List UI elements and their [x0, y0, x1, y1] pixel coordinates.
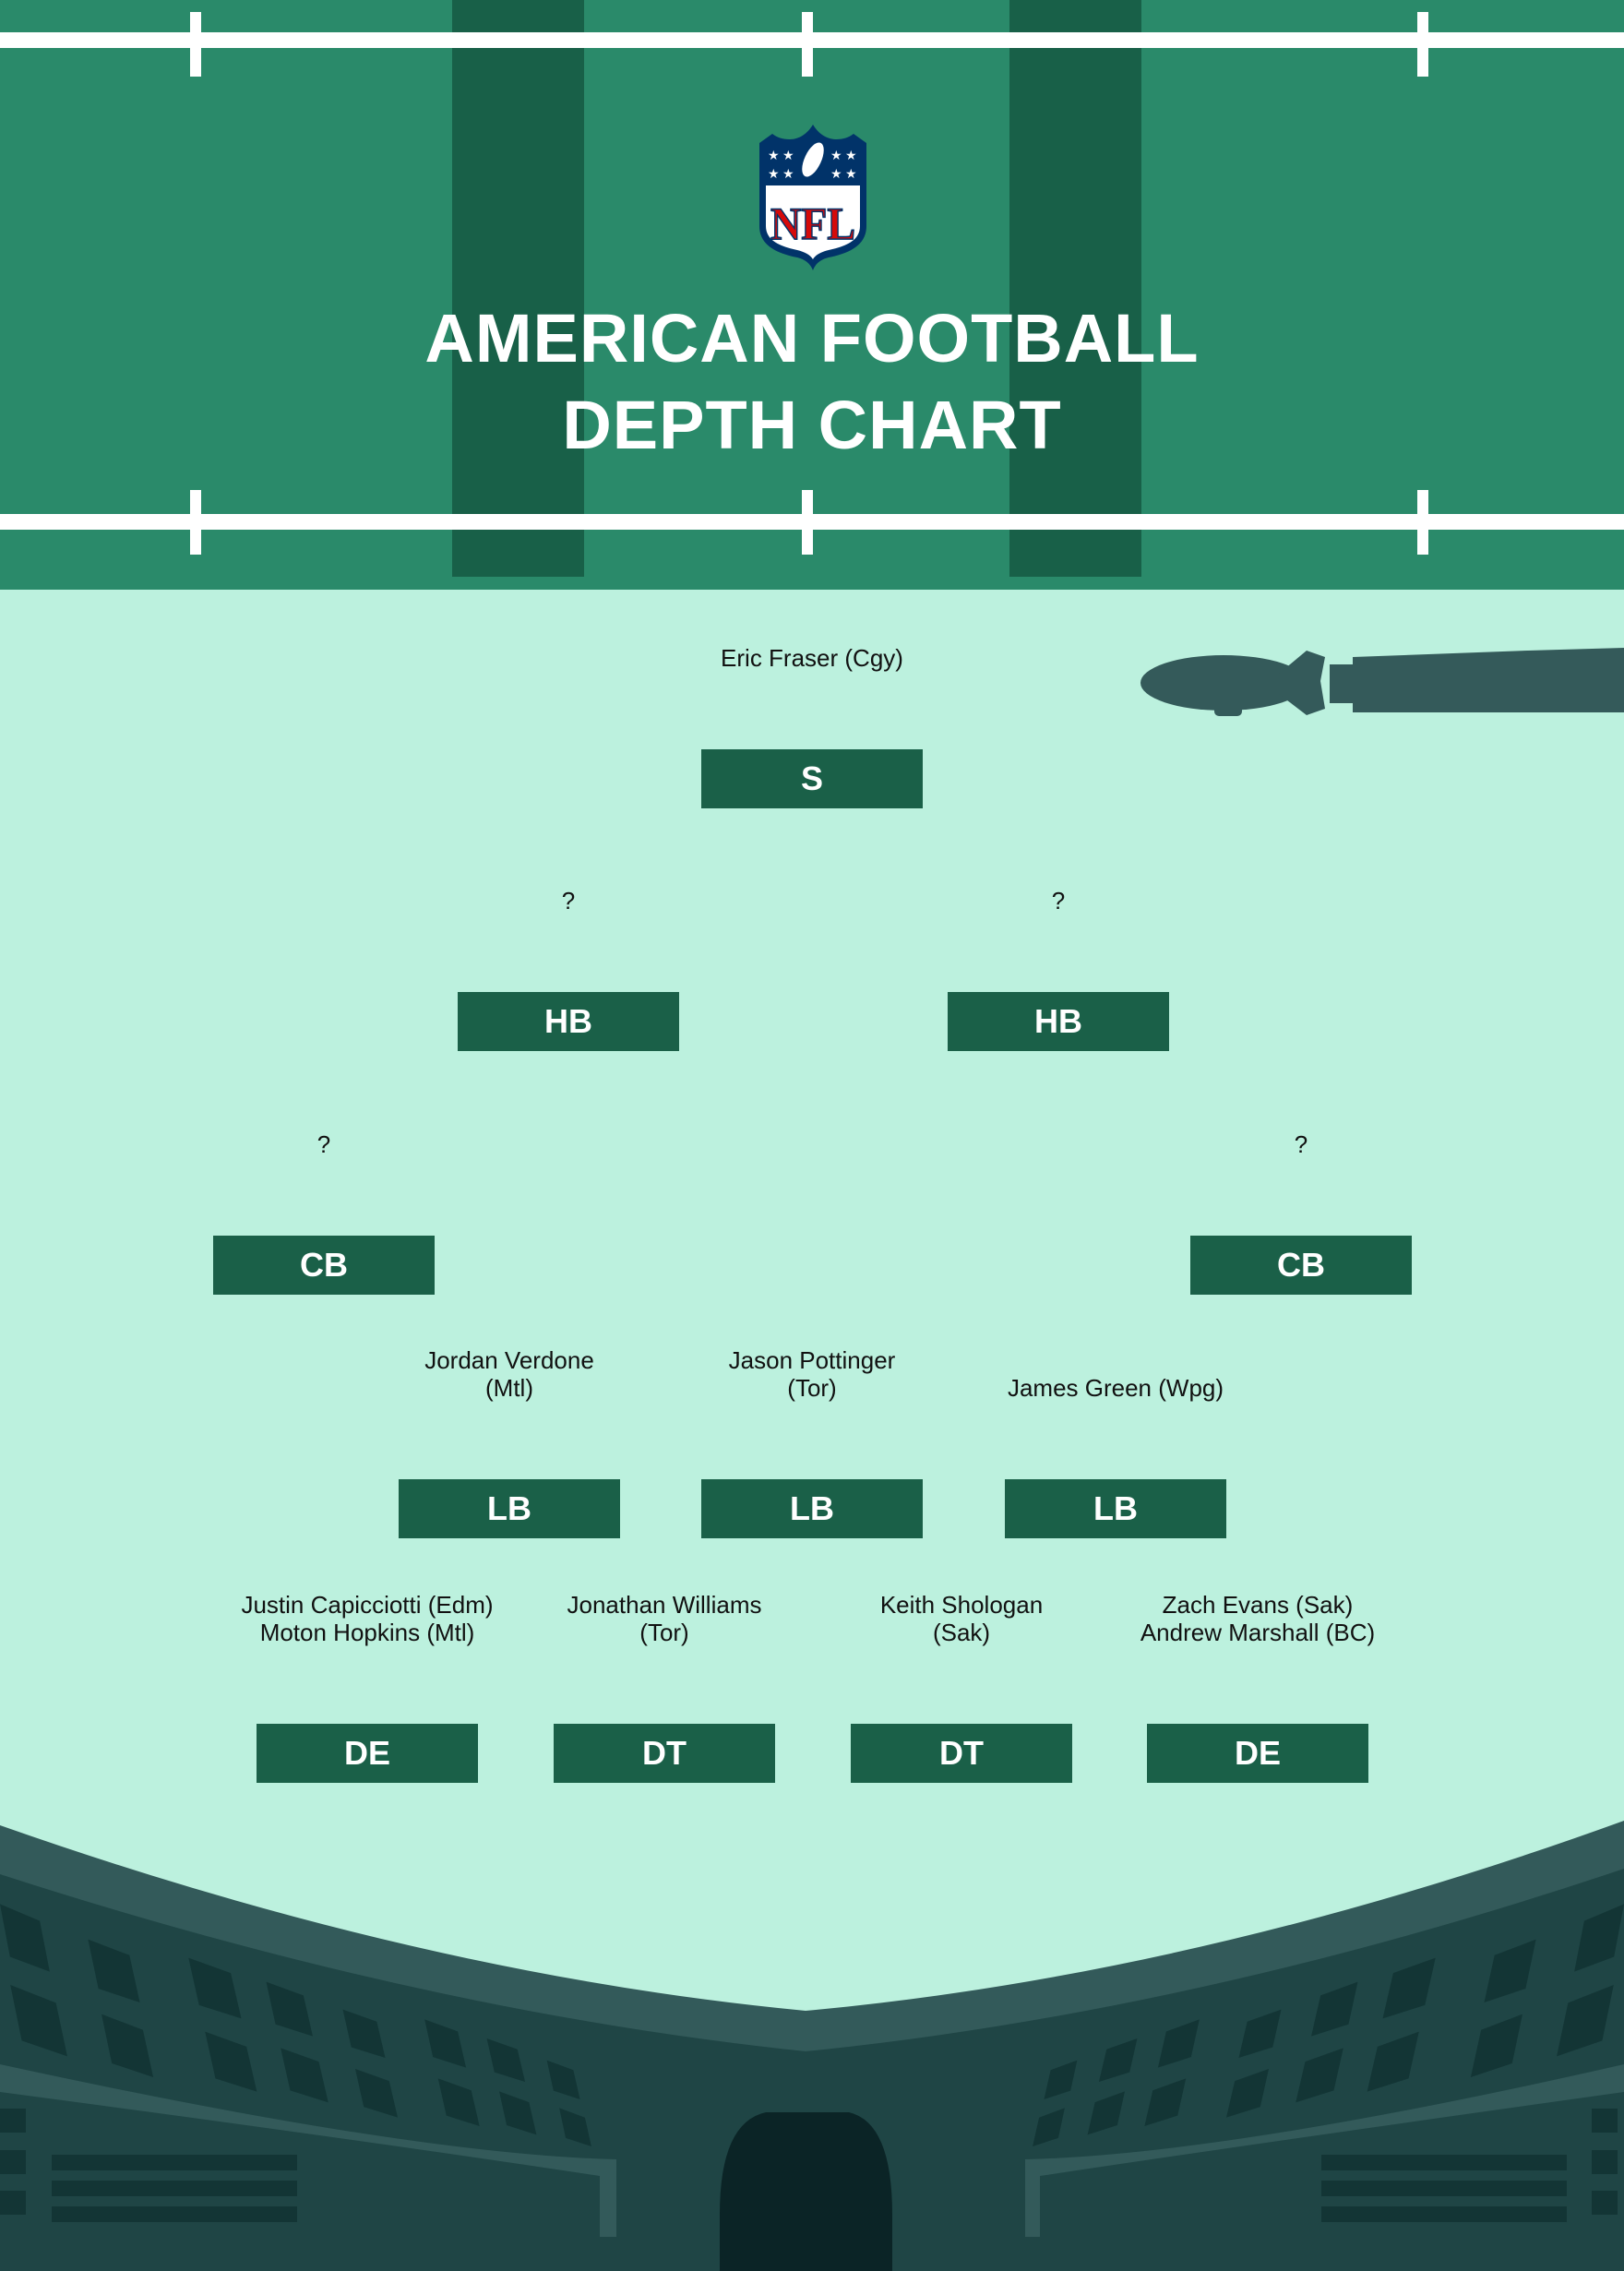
hash-mark: [802, 490, 813, 555]
player-name: Zach Evans (Sak): [1162, 1591, 1354, 1619]
player-names: Jonathan Williams (Tor): [498, 1591, 830, 1646]
stadium-window: [1557, 1985, 1614, 2057]
player-names: Zach Evans (Sak) Andrew Marshall (BC): [1092, 1591, 1424, 1646]
player-name: (Sak): [932, 1619, 991, 1646]
svg-text:★: ★: [768, 149, 780, 163]
field-stripe: [452, 0, 584, 577]
hash-mark: [1417, 490, 1428, 555]
stadium-window: [1033, 2108, 1065, 2146]
stadium-window: [342, 2009, 386, 2058]
stadium-window: [0, 1904, 50, 1972]
stadium-window: [1574, 1904, 1624, 1972]
position-box: CB: [1190, 1236, 1412, 1295]
stadium-window: [205, 2031, 257, 2092]
page-title: AMERICAN FOOTBALL DEPTH CHART: [0, 295, 1624, 469]
player-name: ?: [1294, 1130, 1308, 1158]
stadium-window: [1098, 2038, 1138, 2082]
player-name: (Tor): [639, 1619, 689, 1646]
player-names: James Green (Wpg): [949, 1374, 1282, 1402]
position-box: DE: [257, 1724, 478, 1783]
position-box: HB: [948, 992, 1169, 1051]
stadium-window: [1157, 2019, 1200, 2068]
player-names: Jordan Verdone (Mtl): [343, 1346, 675, 1402]
position-box: DT: [554, 1724, 775, 1783]
stadium-window: [1225, 2069, 1270, 2118]
svg-text:NFL: NFL: [770, 197, 855, 249]
player-name: Jordan Verdone: [424, 1346, 594, 1374]
position-box: LB: [399, 1479, 620, 1538]
player-name: (Tor): [787, 1374, 837, 1402]
hash-mark: [802, 12, 813, 77]
player-name: Justin Capicciotti (Edm): [241, 1591, 494, 1619]
player-name: ?: [316, 1130, 331, 1158]
svg-text:★: ★: [830, 167, 842, 182]
title-line-2: DEPTH CHART: [562, 387, 1062, 463]
player-name: James Green (Wpg): [1007, 1374, 1224, 1402]
position-box: DT: [851, 1724, 1072, 1783]
svg-text:★: ★: [845, 167, 857, 182]
svg-text:★: ★: [768, 167, 780, 182]
position-box: CB: [213, 1236, 435, 1295]
player-name: (Mtl): [485, 1374, 533, 1402]
svg-text:★: ★: [782, 149, 794, 163]
svg-text:★: ★: [845, 149, 857, 163]
hash-mark: [190, 490, 201, 555]
player-name: Andrew Marshall (BC): [1140, 1619, 1376, 1646]
player-names: Keith Shologan (Sak): [795, 1591, 1128, 1646]
stadium-window: [498, 2091, 537, 2135]
stadium-window: [266, 1981, 313, 2037]
player-name: Jonathan Williams: [567, 1591, 762, 1619]
player-names: Eric Fraser (Cgy): [646, 644, 978, 672]
stadium-window: [1296, 2048, 1343, 2103]
player-names: ?: [402, 887, 734, 914]
stadium-window: [1144, 2078, 1187, 2126]
player-name: Keith Shologan: [879, 1591, 1044, 1619]
title-line-1: AMERICAN FOOTBALL: [424, 300, 1200, 377]
position-box: HB: [458, 992, 679, 1051]
position-box: LB: [1005, 1479, 1226, 1538]
stadium-window: [1238, 2009, 1282, 2058]
stadium-window: [1382, 1957, 1436, 2019]
stadium-window: [424, 2019, 467, 2068]
player-names: Jason Pottinger (Tor): [646, 1346, 978, 1402]
svg-text:★: ★: [830, 149, 842, 163]
player-name: Moton Hopkins (Mtl): [259, 1619, 475, 1646]
position-box: LB: [701, 1479, 923, 1538]
stadium-window: [354, 2069, 399, 2118]
nfl-logo: ★ ★ ★ ★ ★ ★ ★ ★ NFL: [759, 125, 866, 270]
player-names: ?: [1135, 1130, 1467, 1158]
stadium-window: [188, 1957, 242, 2019]
player-names: ?: [892, 887, 1224, 914]
stadium-window: [10, 1985, 67, 2057]
player-names: Justin Capicciotti (Edm) Moton Hopkins (M…: [201, 1591, 533, 1646]
stadium-window: [559, 2108, 591, 2146]
stadium-window: [1044, 2060, 1078, 2099]
field-stripe: [1009, 0, 1141, 577]
blimp-silhouette: [1140, 648, 1624, 716]
position-box: S: [701, 749, 923, 808]
stadium-window: [546, 2060, 580, 2099]
stadium-window: [437, 2078, 480, 2126]
player-name: ?: [1051, 887, 1066, 914]
stadium-window: [1311, 1981, 1358, 2037]
player-name: ?: [561, 887, 576, 914]
stadium-window: [486, 2038, 526, 2082]
hash-mark: [190, 12, 201, 77]
player-name: Jason Pottinger: [728, 1346, 896, 1374]
stadium-illustration: [0, 1821, 1624, 2271]
stadium-window: [281, 2048, 328, 2103]
field-header: ★ ★ ★ ★ ★ ★ ★ ★ NFL AMERICAN FOOTBALL DEPTH CH…: [0, 0, 1624, 590]
svg-text:★: ★: [782, 167, 794, 182]
player-names: ?: [158, 1130, 490, 1158]
stadium-window: [1087, 2091, 1126, 2135]
hash-mark: [1417, 12, 1428, 77]
stadium-window: [1367, 2031, 1419, 2092]
position-box: DE: [1147, 1724, 1368, 1783]
stadium-window: [1470, 2014, 1523, 2077]
player-name: Eric Fraser (Cgy): [721, 644, 903, 672]
stadium-window: [101, 2014, 154, 2077]
stadium-window: [1484, 1939, 1536, 2002]
stadium-window: [88, 1939, 140, 2002]
